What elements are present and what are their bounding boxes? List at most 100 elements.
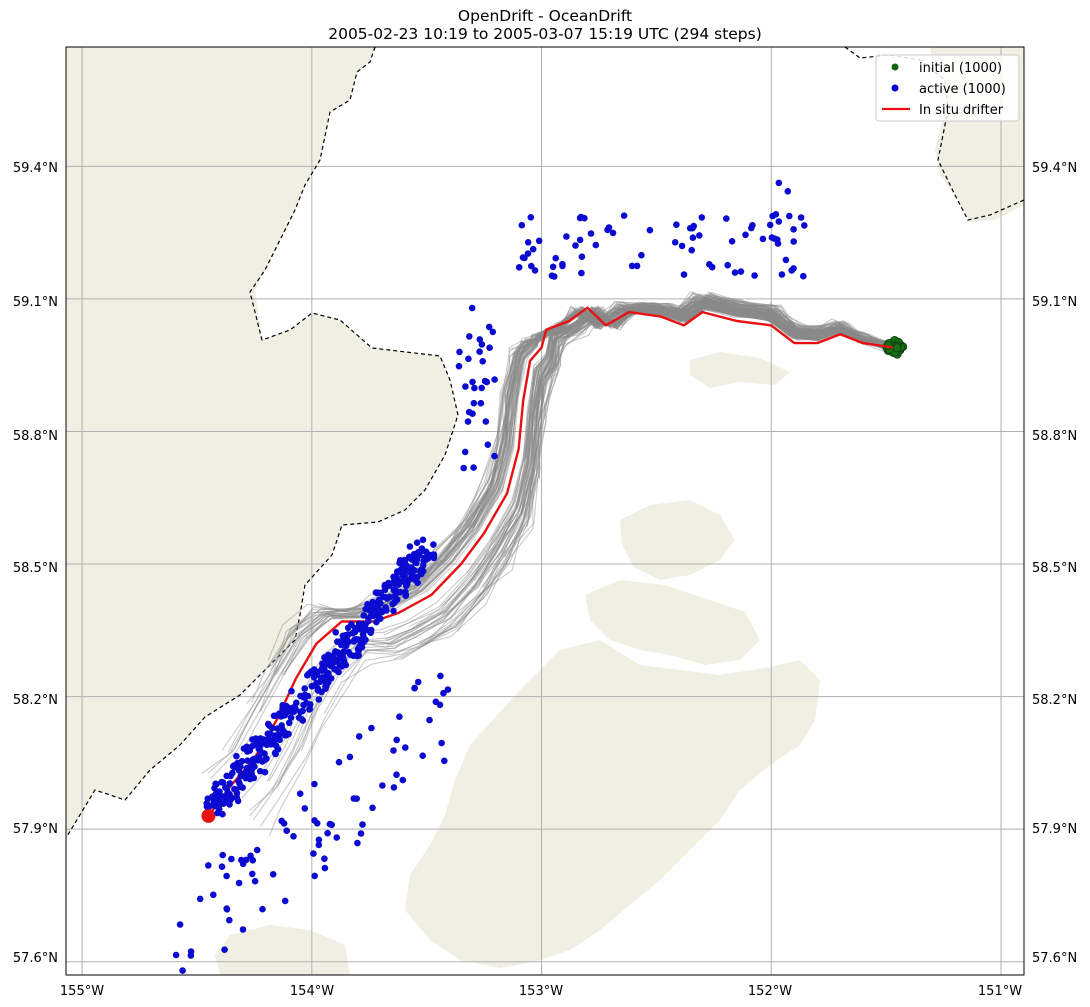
active-particle [315,836,323,844]
active-particle [318,667,326,674]
trajectory-line [405,292,896,589]
active-particle [411,684,418,692]
trajectory-line [329,306,892,662]
active-particle [354,839,361,847]
active-particle [576,236,584,244]
trajectory-line [538,299,892,480]
active-particle [420,562,427,569]
active-particle [430,551,438,558]
trajectory-line [442,301,891,551]
trajectory-line [227,299,895,753]
trajectory-line [526,292,893,527]
trajectory-line [537,291,890,477]
trajectory-line [531,306,890,417]
trajectory-line [323,295,899,715]
lat-tick-label-left: 58.8°N [13,429,58,444]
trajectory-line [504,296,891,564]
active-particle [578,253,586,260]
map-title: OpenDrift - OceanDrift [458,7,632,25]
active-particle [226,780,234,787]
trajectory-line [385,302,892,642]
kodiak-island [405,640,820,968]
active-particle [311,780,318,788]
active-particle [376,614,384,622]
active-particle [190,976,197,983]
legend: initial (1000) active (1000) In situ dri… [875,54,1020,122]
active-particle [281,897,289,905]
trajectory-line [477,305,895,529]
mainland-alaska-peninsula [66,47,845,838]
initial-particle [892,343,902,353]
active-particle [187,952,195,959]
trajectory-line [414,299,891,590]
active-particle [179,967,186,974]
active-particle [330,655,338,662]
active-particle [249,857,257,864]
active-particle [256,738,263,746]
trajectory-line [504,301,894,440]
active-particle [172,951,180,959]
active-particle [219,810,226,818]
active-particle [680,271,688,278]
lat-tick-label-right: 58.5°N [1032,561,1077,576]
active-particle [548,272,556,280]
kodiak-southwest [215,925,350,975]
trajectory-line [417,291,896,649]
active-particle [444,686,452,693]
active-particle [219,851,226,859]
active-particle [678,242,686,250]
active-particle [324,829,331,837]
trajectory-line [271,300,892,791]
active-particle [372,589,380,596]
trajectory-line [482,294,895,588]
active-particle [301,685,309,692]
active-particle [671,239,679,246]
trajectory-line [400,293,896,661]
legend-active-label: active (1000) [919,82,1006,97]
trajectory-line [300,294,899,752]
active-particle [243,743,251,751]
land-layer [66,47,1024,975]
active-particle [301,691,309,699]
active-particle [633,262,641,270]
active-particle [382,604,390,611]
active-particle [368,724,375,732]
active-particle [221,946,228,953]
active-particle [340,657,348,665]
active-particle [394,568,402,576]
trajectory-line [221,301,893,751]
active-particle [399,572,407,579]
lon-tick-label: 151°W [978,984,1022,999]
active-particle [233,752,240,760]
active-particle [353,636,360,643]
active-particle [332,648,339,655]
active-particle [322,682,329,690]
active-particle [775,179,783,187]
active-particle [466,333,473,340]
active-particle [281,711,289,719]
active-particle [345,648,353,656]
trajectory-line [332,306,892,618]
active-particle [391,580,398,587]
active-particle [592,241,600,249]
active-particle [577,213,585,221]
active-particle [265,739,273,746]
active-particle [529,245,537,253]
lat-tick-label-right: 59.1°N [1032,295,1077,310]
active-particle [235,777,242,785]
active-particle [223,772,230,780]
active-particle [489,328,497,336]
active-particle [251,877,259,885]
active-particle [234,797,242,805]
active-particle [778,271,786,278]
active-particle [572,242,579,249]
trajectory-line [240,305,894,755]
active-particle [491,452,498,460]
active-particle [430,541,437,548]
lat-tick-label-right: 57.6°N [1032,951,1077,966]
active-particle [287,714,295,721]
active-particle [468,304,476,312]
active-particle [205,862,212,869]
trajectory-line [284,303,893,676]
lat-tick-label-left: 59.1°N [13,295,58,310]
